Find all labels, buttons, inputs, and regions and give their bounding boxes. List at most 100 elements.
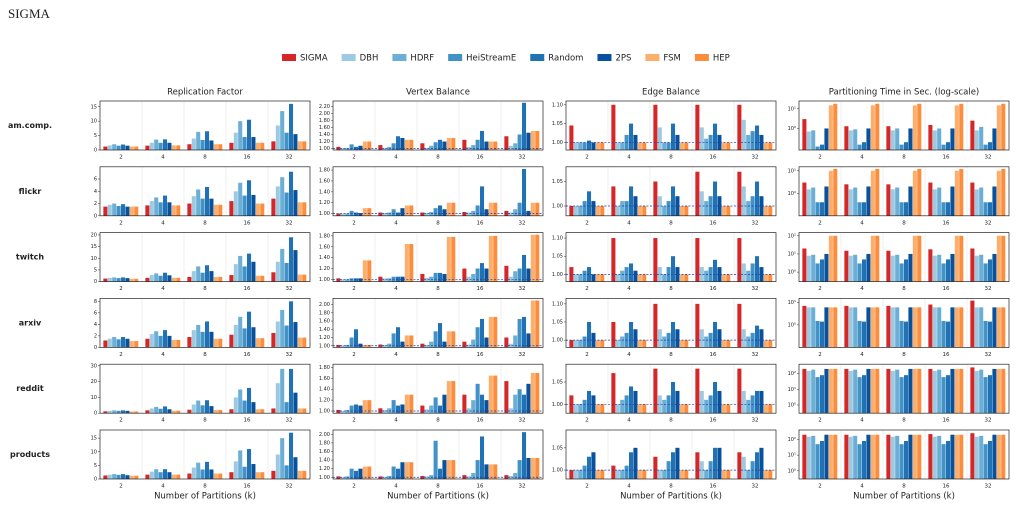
y-tick-label: 1.40 — [319, 132, 330, 138]
bar — [637, 470, 642, 479]
x-tick-label: 32 — [985, 155, 992, 161]
bar — [983, 144, 988, 150]
bar — [297, 408, 302, 414]
bar — [400, 341, 405, 348]
bar — [526, 268, 531, 282]
bar — [336, 476, 341, 479]
bar — [171, 339, 176, 348]
bar — [908, 253, 913, 282]
bar — [297, 141, 302, 150]
bar — [937, 435, 942, 479]
bar — [875, 307, 880, 348]
y-tick-label: 10² — [788, 437, 796, 443]
bar — [378, 212, 383, 216]
bar — [446, 202, 451, 216]
bar — [954, 170, 959, 216]
bar — [679, 340, 684, 348]
x-tick-label: 4 — [394, 484, 398, 490]
bar — [983, 444, 988, 479]
bar — [828, 105, 833, 150]
bar — [726, 404, 731, 414]
x-tick-label: 2 — [818, 352, 822, 358]
bar — [504, 381, 509, 414]
bar — [121, 337, 126, 348]
y-tick-label: 1.80 — [319, 365, 330, 371]
bar — [429, 405, 434, 414]
bar — [508, 212, 513, 216]
bar — [149, 275, 154, 282]
bar — [158, 275, 163, 282]
panel-frame — [332, 100, 544, 151]
bar — [970, 182, 975, 216]
bar — [297, 274, 302, 282]
y-tick-label: 1.40 — [319, 387, 330, 393]
y-tick-label: 1.05 — [552, 179, 563, 185]
bar — [637, 274, 642, 282]
bar — [996, 105, 1001, 150]
bar — [396, 136, 401, 150]
bar — [466, 344, 471, 348]
x-tick-label: 32 — [519, 418, 526, 424]
x-tick-label: 8 — [669, 286, 673, 292]
panel-frame — [332, 166, 544, 217]
bar — [988, 375, 993, 414]
x-tick-label: 8 — [436, 484, 440, 490]
bar — [280, 111, 285, 150]
bar — [988, 202, 993, 216]
bar — [517, 460, 522, 479]
bar — [387, 278, 392, 282]
bar — [899, 320, 904, 348]
x-tick-label: 4 — [860, 155, 864, 161]
bar — [382, 476, 387, 479]
y-tick-label: 1.60 — [319, 449, 330, 455]
bar — [600, 142, 605, 150]
bar — [946, 440, 951, 479]
bar — [912, 368, 917, 414]
x-tick-label: 8 — [203, 286, 207, 292]
bar — [513, 209, 518, 216]
bar — [362, 141, 367, 150]
bar — [438, 323, 443, 348]
x-tick-label: 4 — [161, 484, 165, 490]
bar — [996, 307, 1001, 348]
panel-frame — [332, 429, 544, 480]
bar — [196, 400, 201, 414]
bar — [763, 142, 768, 150]
bar — [992, 434, 997, 479]
bar — [862, 375, 867, 414]
bar — [116, 410, 121, 414]
bar — [163, 406, 168, 414]
bar — [587, 140, 592, 150]
y-tick-label: 1.80 — [319, 310, 330, 316]
x-tick-label: 2 — [119, 418, 123, 424]
bar — [149, 142, 154, 150]
bar — [899, 263, 904, 282]
bar — [271, 332, 276, 348]
y-tick-label: 1.80 — [319, 118, 330, 124]
bar — [125, 278, 130, 282]
bar — [535, 234, 540, 282]
x-tick-label: 8 — [669, 155, 673, 161]
x-tick-label: 2 — [119, 352, 123, 358]
bar — [167, 202, 172, 216]
x-tick-label: 32 — [519, 352, 526, 358]
bar — [154, 469, 159, 479]
x-tick-label: 32 — [286, 418, 293, 424]
bar — [802, 305, 807, 348]
x-tick-label: 4 — [860, 286, 864, 292]
bar — [349, 405, 354, 414]
bar — [642, 340, 647, 348]
bar — [899, 377, 904, 414]
bar — [600, 404, 605, 414]
x-tick-label: 16 — [943, 352, 950, 358]
bar — [713, 321, 718, 348]
panel-frame — [798, 232, 1010, 282]
bar — [433, 397, 438, 414]
bar — [848, 189, 853, 216]
bar — [629, 123, 634, 150]
x-tick-label: 4 — [394, 418, 398, 424]
x-tick-label: 16 — [477, 286, 484, 292]
bar — [420, 143, 425, 150]
bar — [833, 235, 838, 282]
legend-swatch — [341, 54, 356, 61]
